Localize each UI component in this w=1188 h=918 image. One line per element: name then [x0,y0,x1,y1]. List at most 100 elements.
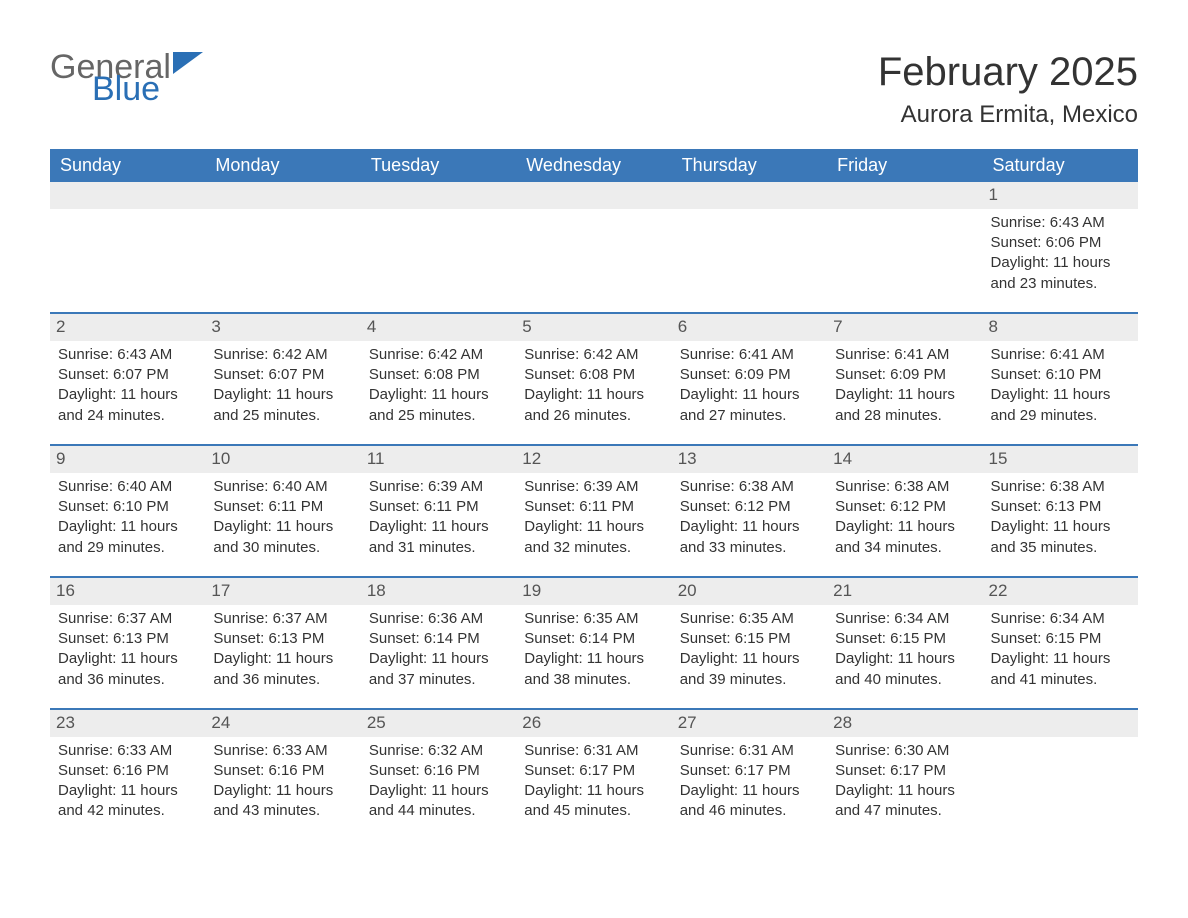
weekday-header: Wednesday [516,149,671,182]
sunrise-line: Sunrise: 6:35 AM [680,609,819,629]
daylight-line: Daylight: 11 hours and 36 minutes. [58,649,197,690]
day-cell: Sunrise: 6:39 AMSunset: 6:11 PMDaylight:… [516,473,671,577]
sunrise-line: Sunrise: 6:39 AM [369,477,508,497]
daylight-line: Daylight: 11 hours and 38 minutes. [524,649,663,690]
day-number-cell: 14 [827,445,982,473]
day-cell [672,209,827,313]
calendar-table: SundayMondayTuesdayWednesdayThursdayFrid… [50,149,1138,840]
sunset-line: Sunset: 6:17 PM [524,761,663,781]
day-cell [205,209,360,313]
day-cell [361,209,516,313]
day-cell: Sunrise: 6:34 AMSunset: 6:15 PMDaylight:… [983,605,1138,709]
sunrise-line: Sunrise: 6:32 AM [369,741,508,761]
day-cell-inner: Sunrise: 6:41 AMSunset: 6:09 PMDaylight:… [676,341,823,426]
day-number-cell: 15 [983,445,1138,473]
day-cell-inner: Sunrise: 6:43 AMSunset: 6:07 PMDaylight:… [54,341,201,426]
sunrise-line: Sunrise: 6:41 AM [835,345,974,365]
sunrise-line: Sunrise: 6:31 AM [524,741,663,761]
daylight-line: Daylight: 11 hours and 27 minutes. [680,385,819,426]
day-cell: Sunrise: 6:35 AMSunset: 6:14 PMDaylight:… [516,605,671,709]
day-cell-inner: Sunrise: 6:39 AMSunset: 6:11 PMDaylight:… [520,473,667,558]
day-number-cell: 4 [361,313,516,341]
day-cell: Sunrise: 6:36 AMSunset: 6:14 PMDaylight:… [361,605,516,709]
day-number-cell: 27 [672,709,827,737]
day-cell: Sunrise: 6:41 AMSunset: 6:09 PMDaylight:… [672,341,827,445]
day-cell: Sunrise: 6:40 AMSunset: 6:11 PMDaylight:… [205,473,360,577]
day-cell-inner: Sunrise: 6:40 AMSunset: 6:11 PMDaylight:… [209,473,356,558]
calendar-head: SundayMondayTuesdayWednesdayThursdayFrid… [50,149,1138,182]
day-cell-inner: Sunrise: 6:35 AMSunset: 6:14 PMDaylight:… [520,605,667,690]
sunrise-line: Sunrise: 6:31 AM [680,741,819,761]
day-cell: Sunrise: 6:31 AMSunset: 6:17 PMDaylight:… [672,737,827,840]
sunset-line: Sunset: 6:16 PM [213,761,352,781]
sunset-line: Sunset: 6:14 PM [369,629,508,649]
day-cell: Sunrise: 6:32 AMSunset: 6:16 PMDaylight:… [361,737,516,840]
calendar-page: General Blue February 2025 Aurora Ermita… [0,0,1188,870]
day-number-cell: 26 [516,709,671,737]
sunrise-line: Sunrise: 6:30 AM [835,741,974,761]
daylight-line: Daylight: 11 hours and 36 minutes. [213,649,352,690]
sunset-line: Sunset: 6:13 PM [58,629,197,649]
sunset-line: Sunset: 6:08 PM [369,365,508,385]
daylight-line: Daylight: 11 hours and 30 minutes. [213,517,352,558]
day-cell-inner: Sunrise: 6:40 AMSunset: 6:10 PMDaylight:… [54,473,201,558]
page-title: February 2025 [878,50,1138,95]
day-content-row: Sunrise: 6:43 AMSunset: 6:06 PMDaylight:… [50,209,1138,313]
header: General Blue February 2025 Aurora Ermita… [50,50,1138,139]
sunset-line: Sunset: 6:06 PM [991,233,1130,253]
sunset-line: Sunset: 6:09 PM [835,365,974,385]
daylight-line: Daylight: 11 hours and 42 minutes. [58,781,197,822]
day-number-cell: 7 [827,313,982,341]
weekday-header: Sunday [50,149,205,182]
logo-text-blue: Blue [92,72,160,106]
day-cell-inner: Sunrise: 6:34 AMSunset: 6:15 PMDaylight:… [987,605,1134,690]
sunrise-line: Sunrise: 6:41 AM [680,345,819,365]
day-cell [50,209,205,313]
logo: General Blue [50,50,203,106]
sunset-line: Sunset: 6:11 PM [369,497,508,517]
day-number-cell: 9 [50,445,205,473]
sunrise-line: Sunrise: 6:37 AM [213,609,352,629]
day-number-cell: 10 [205,445,360,473]
day-number-cell [827,182,982,209]
day-cell: Sunrise: 6:41 AMSunset: 6:09 PMDaylight:… [827,341,982,445]
sunrise-line: Sunrise: 6:42 AM [524,345,663,365]
day-cell: Sunrise: 6:41 AMSunset: 6:10 PMDaylight:… [983,341,1138,445]
daylight-line: Daylight: 11 hours and 34 minutes. [835,517,974,558]
sunrise-line: Sunrise: 6:38 AM [991,477,1130,497]
day-number-cell: 11 [361,445,516,473]
day-content-row: Sunrise: 6:40 AM Sunset: 6:10 PM Daylight:… [50,473,1138,577]
day-cell: Sunrise: 6:33 AMSunset: 6:16 PMDaylight:… [205,737,360,840]
day-cell: Sunrise: 6:37 AMSunset: 6:13 PMDaylight:… [205,605,360,709]
weekday-header: Tuesday [361,149,516,182]
day-cell: Sunrise: 6:37 AMSunset: 6:13 PMDaylight:… [50,605,205,709]
day-cell-inner: Sunrise: 6:33 AMSunset: 6:16 PMDaylight:… [209,737,356,822]
day-number-cell: 6 [672,313,827,341]
daylight-line: Daylight: 11 hours and 47 minutes. [835,781,974,822]
day-number-cell: 2 [50,313,205,341]
day-cell-inner: Sunrise: 6:31 AMSunset: 6:17 PMDaylight:… [676,737,823,822]
day-number-cell: 28 [827,709,982,737]
daylight-line: Daylight: 11 hours and 29 minutes. [991,385,1130,426]
sunrise-line: Sunrise: 6:38 AM [835,477,974,497]
sunset-line: Sunset: 6:13 PM [991,497,1130,517]
sunrise-line: Sunrise: 6:34 AM [991,609,1130,629]
sunset-line: Sunset: 6:08 PM [524,365,663,385]
daylight-line: Daylight: 11 hours and 32 minutes. [524,517,663,558]
daylight-line: Daylight: 11 hours and 31 minutes. [369,517,508,558]
day-cell: Sunrise: 6:33 AMSunset: 6:16 PMDaylight:… [50,737,205,840]
sunset-line: Sunset: 6:10 PM [58,497,197,517]
day-content-row: Sunrise: 6:33 AMSunset: 6:16 PMDaylight:… [50,737,1138,840]
title-block: February 2025 Aurora Ermita, Mexico [878,50,1138,139]
day-number-cell [983,709,1138,737]
sunset-line: Sunset: 6:16 PM [58,761,197,781]
sunrise-line: Sunrise: 6:33 AM [58,741,197,761]
sunrise-line: Sunrise: 6:42 AM [369,345,508,365]
sunrise-line: Sunrise: 6:40 AM [213,477,352,497]
day-number-cell: 25 [361,709,516,737]
weekday-header: Thursday [672,149,827,182]
day-number-row: 16171819202122 [50,577,1138,605]
sunset-line: Sunset: 6:16 PM [369,761,508,781]
sunrise-line: Sunrise: 6:43 AM [991,213,1130,233]
daylight-line: Daylight: 11 hours and 45 minutes. [524,781,663,822]
